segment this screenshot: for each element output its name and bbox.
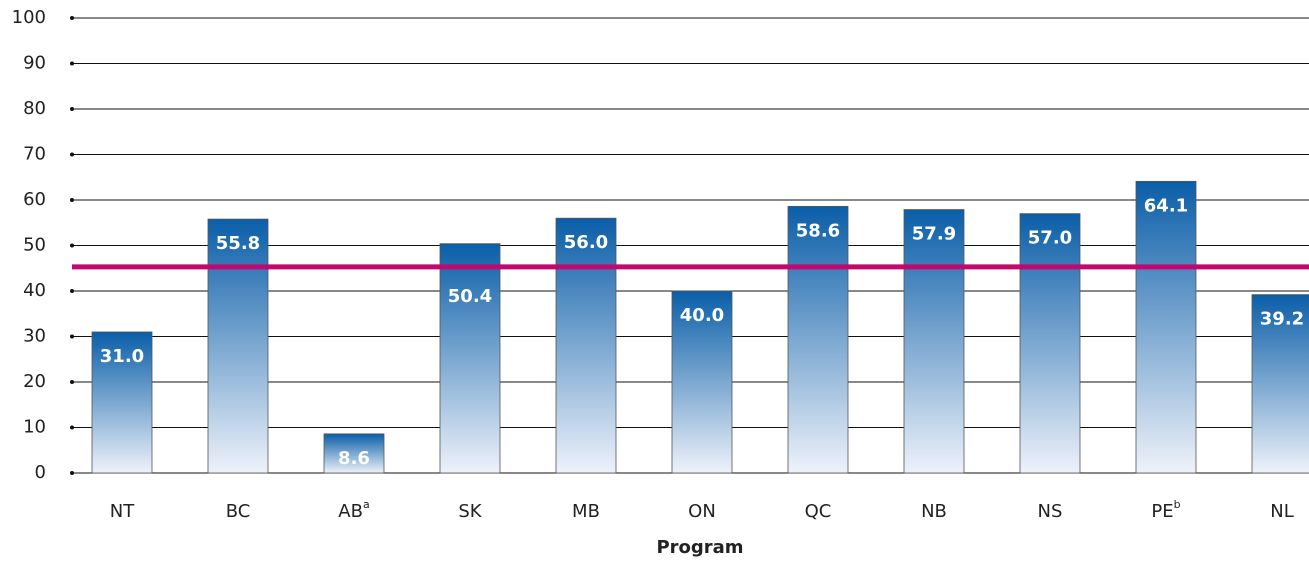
category-name: QC [805, 501, 832, 522]
y-tick-label: 80 [23, 98, 46, 119]
y-tick-label: 70 [23, 144, 46, 165]
category-name: ON [688, 501, 716, 522]
x-tick-label: MB [572, 501, 600, 522]
category-name: PE [1151, 501, 1173, 522]
value-label: 31.0 [100, 346, 144, 367]
category-name: NS [1038, 501, 1063, 522]
value-label: 40.0 [680, 305, 724, 326]
x-tick-label: NS [1038, 501, 1063, 522]
x-tick-label: ON [688, 501, 716, 522]
y-tick-label: 30 [23, 326, 46, 347]
category-name: BC [226, 501, 251, 522]
x-tick-label: ABa [338, 498, 369, 522]
y-tick-label: 50 [23, 235, 46, 256]
tick-mark [70, 471, 74, 475]
x-tick-label: NL [1270, 501, 1294, 522]
value-label: 56.0 [564, 232, 608, 253]
tick-mark [70, 16, 74, 20]
bar [671, 290, 733, 474]
bar [1135, 180, 1197, 474]
tick-mark [70, 61, 74, 66]
category-superscript: a [363, 498, 370, 511]
tick-mark [70, 334, 74, 339]
y-tick-label: 40 [23, 280, 46, 301]
x-tick-label: BC [226, 501, 251, 522]
y-tick-label: 20 [23, 371, 46, 392]
category-name: NL [1270, 501, 1294, 522]
tick-mark [70, 380, 74, 384]
bar [439, 243, 501, 474]
category-name: NT [110, 501, 135, 522]
tick-mark [70, 107, 74, 111]
category-name: SK [458, 501, 482, 522]
category-name: AB [338, 501, 363, 522]
x-tick-label: NT [110, 501, 135, 522]
value-label: 50.4 [448, 286, 492, 307]
tick-mark [70, 289, 74, 293]
bar [903, 209, 965, 474]
bar [207, 218, 269, 474]
value-label: 57.9 [912, 224, 956, 245]
category-name: NB [921, 501, 947, 522]
y-tick-label: 60 [23, 189, 46, 210]
tick-mark [70, 152, 74, 157]
x-tick-label: QC [805, 501, 832, 522]
tick-mark [70, 198, 74, 202]
y-tick-label: 10 [23, 417, 46, 438]
tick-mark [70, 243, 74, 248]
value-label: 39.2 [1260, 309, 1304, 330]
bar [787, 205, 849, 474]
value-label: 57.0 [1028, 228, 1072, 249]
value-label: 8.6 [338, 448, 370, 469]
y-tick-label: 0 [35, 462, 46, 483]
x-tick-label: PEb [1151, 498, 1180, 522]
y-tick-label: 90 [23, 53, 46, 74]
bar [555, 217, 617, 474]
x-tick-label: NB [921, 501, 947, 522]
category-name: MB [572, 501, 600, 522]
bar [1019, 213, 1081, 474]
bar [323, 433, 385, 474]
x-tick-label: SK [458, 501, 482, 522]
bar [1251, 294, 1309, 474]
bar [91, 331, 153, 474]
value-label: 64.1 [1144, 195, 1188, 216]
value-label: 58.6 [796, 220, 840, 241]
tick-mark [70, 425, 74, 430]
y-tick-label: 100 [12, 7, 46, 28]
category-superscript: b [1174, 498, 1181, 511]
x-axis-label: Program [656, 537, 743, 558]
value-label: 55.8 [216, 233, 260, 254]
